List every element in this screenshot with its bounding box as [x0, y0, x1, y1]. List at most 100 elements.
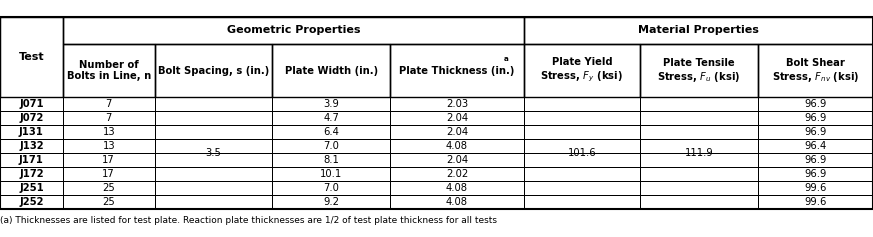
Bar	[390, 139, 524, 153]
Bar	[272, 195, 390, 209]
Bar	[272, 181, 390, 195]
Bar	[640, 167, 758, 181]
Bar	[390, 153, 524, 167]
Bar	[155, 195, 272, 209]
Bar	[0, 111, 63, 125]
Bar	[155, 181, 272, 195]
Bar	[155, 44, 272, 97]
Bar	[155, 97, 272, 111]
Text: J072: J072	[19, 113, 44, 123]
Bar	[272, 139, 390, 153]
Bar	[155, 139, 272, 153]
Text: 4.08: 4.08	[446, 197, 468, 207]
Bar	[272, 125, 390, 139]
Text: 101.6: 101.6	[567, 148, 596, 158]
Bar	[758, 111, 873, 125]
Text: 96.9: 96.9	[804, 99, 827, 109]
Text: 96.9: 96.9	[804, 113, 827, 123]
Text: J251: J251	[19, 183, 44, 193]
Bar	[640, 195, 758, 209]
Bar	[758, 44, 873, 97]
Bar	[390, 167, 524, 181]
Bar	[63, 44, 155, 97]
Text: Bolt Spacing, s (in.): Bolt Spacing, s (in.)	[158, 65, 269, 76]
Text: 2.03: 2.03	[446, 99, 468, 109]
Bar	[63, 111, 155, 125]
Text: 9.2: 9.2	[323, 197, 340, 207]
Bar	[0, 181, 63, 195]
Text: 4.08: 4.08	[446, 183, 468, 193]
Bar	[272, 44, 390, 97]
Bar	[0, 139, 63, 153]
Bar	[640, 153, 758, 167]
Text: 25: 25	[102, 197, 115, 207]
Bar	[524, 125, 640, 139]
Bar	[63, 17, 524, 44]
Bar	[63, 125, 155, 139]
Bar	[155, 111, 272, 125]
Bar	[758, 167, 873, 181]
Bar	[272, 111, 390, 125]
Bar	[524, 195, 640, 209]
Bar	[758, 181, 873, 195]
Bar	[0, 17, 873, 209]
Text: 6.4: 6.4	[323, 127, 340, 137]
Bar	[758, 153, 873, 167]
Bar	[758, 139, 873, 153]
Text: Plate Tensile
Stress, $F_u$ (ksi): Plate Tensile Stress, $F_u$ (ksi)	[657, 58, 740, 83]
Bar	[524, 167, 640, 181]
Text: a: a	[504, 56, 509, 62]
Bar	[640, 125, 758, 139]
Bar	[390, 195, 524, 209]
Bar	[524, 44, 640, 97]
Bar	[0, 167, 63, 181]
Bar	[0, 97, 63, 111]
Bar	[758, 195, 873, 209]
Text: J171: J171	[19, 155, 44, 165]
Bar	[524, 181, 640, 195]
Bar	[63, 97, 155, 111]
Text: 17: 17	[102, 169, 115, 179]
Text: Plate Yield
Stress, $F_y$ (ksi): Plate Yield Stress, $F_y$ (ksi)	[540, 57, 623, 84]
Bar	[63, 181, 155, 195]
Text: 3.5: 3.5	[205, 148, 222, 158]
Text: 4.08: 4.08	[446, 141, 468, 151]
Bar	[524, 17, 873, 44]
Bar	[63, 195, 155, 209]
Text: 96.9: 96.9	[804, 169, 827, 179]
Text: 7.0: 7.0	[323, 141, 340, 151]
Bar	[524, 153, 640, 167]
Text: 2.04: 2.04	[446, 155, 468, 165]
Text: 7: 7	[106, 99, 112, 109]
Text: 96.9: 96.9	[804, 155, 827, 165]
Text: 4.7: 4.7	[323, 113, 340, 123]
Bar	[155, 167, 272, 181]
Text: (a) Thicknesses are listed for test plate. Reaction plate thicknesses are 1/2 of: (a) Thicknesses are listed for test plat…	[0, 216, 497, 225]
Text: Geometric Properties: Geometric Properties	[227, 25, 360, 35]
Text: 96.4: 96.4	[804, 141, 827, 151]
Text: 13: 13	[102, 127, 115, 137]
Bar	[155, 153, 272, 167]
Bar	[524, 97, 640, 111]
Text: 2.02: 2.02	[446, 169, 468, 179]
Bar	[640, 139, 758, 153]
Text: J071: J071	[19, 99, 44, 109]
Text: 2.04: 2.04	[446, 113, 468, 123]
Bar	[272, 167, 390, 181]
Text: Plate Width (in.): Plate Width (in.)	[285, 65, 378, 76]
Text: 10.1: 10.1	[320, 169, 342, 179]
Bar	[0, 195, 63, 209]
Bar	[63, 139, 155, 153]
Bar	[0, 125, 63, 139]
Text: Number of
Bolts in Line, n: Number of Bolts in Line, n	[66, 60, 151, 81]
Bar	[63, 167, 155, 181]
Bar	[640, 181, 758, 195]
Bar	[524, 111, 640, 125]
Bar	[390, 181, 524, 195]
Bar	[390, 44, 524, 97]
Bar	[390, 125, 524, 139]
Bar	[758, 97, 873, 111]
Text: J252: J252	[19, 197, 44, 207]
Bar	[524, 139, 640, 153]
Text: Material Properties: Material Properties	[638, 25, 759, 35]
